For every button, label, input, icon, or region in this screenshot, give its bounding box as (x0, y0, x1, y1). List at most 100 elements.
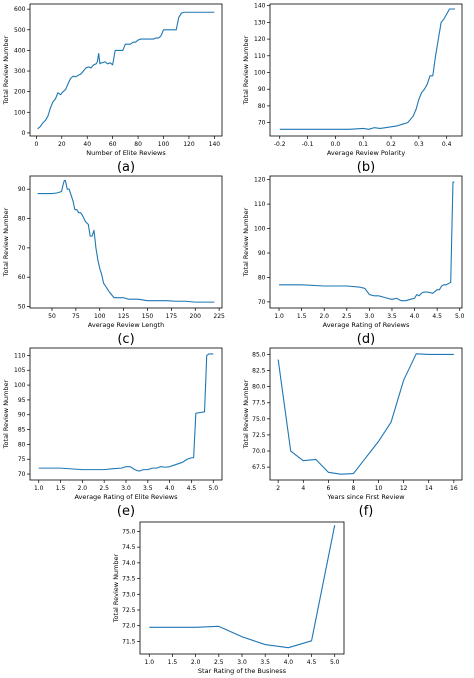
panel-label: (b) (357, 160, 375, 175)
x-tick-label: 20 (58, 141, 66, 148)
y-axis-label: Total Review Number (2, 379, 10, 449)
x-tick-label: 2.5 (342, 313, 352, 320)
x-tick-label: 3.5 (260, 659, 270, 666)
x-tick-label: 6 (326, 485, 330, 492)
x-tick-label: 4.5 (307, 659, 317, 666)
panel-label: (a) (117, 160, 135, 175)
x-tick-label: 0.4 (442, 141, 452, 148)
x-axis-label: Average Review Polarity (327, 149, 405, 157)
y-tick-label: 300 (14, 68, 26, 75)
y-tick-label: 75 (18, 456, 26, 463)
y-tick-label: 77.5 (252, 400, 266, 407)
x-tick-label: 5.0 (330, 659, 340, 666)
y-tick-label: 110 (14, 352, 26, 359)
y-tick-label: 74.0 (122, 560, 136, 567)
y-tick-label: 130 (254, 19, 266, 26)
x-tick-label: 2.0 (319, 313, 329, 320)
chart-panel-0: 0 20 40 60 80 100 120 140 0 100 200 300 400 500 600 Num… (2, 3, 223, 175)
x-tick-label: 2.5 (99, 485, 109, 492)
y-tick-label: 100 (254, 226, 266, 233)
x-tick-label: 5.0 (455, 313, 465, 320)
series-line (149, 525, 336, 649)
y-tick-label: 0 (22, 130, 26, 137)
y-tick-label: 80.0 (252, 384, 266, 391)
x-tick-label: 2.0 (78, 485, 88, 492)
x-tick-label: 225 (213, 313, 225, 320)
x-tick-label: 150 (142, 313, 154, 320)
y-tick-label: 74.5 (122, 544, 136, 551)
x-tick-label: 0.3 (414, 141, 424, 148)
y-tick-label: 120 (254, 177, 266, 184)
x-tick-label: 14 (425, 485, 433, 492)
x-tick-label: 3.0 (237, 659, 247, 666)
series-line (279, 181, 455, 302)
x-axis-label: Average Rating of Elite Reviews (74, 493, 178, 501)
x-tick-label: 1.5 (168, 659, 178, 666)
x-tick-label: 3.5 (387, 313, 397, 320)
x-axis-label: Number of Elite Reviews (86, 149, 166, 157)
y-tick-label: 105 (14, 367, 26, 374)
x-tick-label: 0.2 (386, 141, 396, 148)
y-tick-label: 73.5 (122, 576, 136, 583)
x-tick-label: 0.1 (358, 141, 368, 148)
y-axis-label: Total Review Number (112, 553, 120, 623)
y-tick-label: 50 (18, 304, 26, 311)
x-tick-label: 4 (301, 485, 305, 492)
y-tick-label: 500 (14, 27, 26, 34)
x-tick-label: 100 (94, 313, 106, 320)
axes-frame (269, 3, 463, 137)
x-tick-label: 4.5 (432, 313, 442, 320)
axes-frame (269, 175, 463, 309)
y-tick-label: 72.5 (252, 432, 266, 439)
panel-label: (c) (117, 332, 134, 347)
y-axis-label: Total Review Number (242, 35, 250, 105)
y-tick-label: 200 (14, 89, 26, 96)
y-tick-label: 100 (254, 70, 266, 77)
y-tick-label: 75.0 (122, 528, 136, 535)
y-tick-label: 90 (258, 250, 266, 257)
x-tick-label: 0.0 (331, 141, 341, 148)
x-axis-label: Star Rating of the Business (198, 667, 287, 675)
x-tick-label: 40 (83, 141, 91, 148)
axes-frame (29, 175, 223, 309)
series-line (37, 179, 215, 303)
chart-panel-4: 1.0 1.5 2.0 2.5 3.0 3.5 4.0 4.5 5.0 70 75 80 85 90 95 1… (2, 347, 223, 519)
x-tick-label: 2 (276, 485, 280, 492)
x-axis-label: Years since First Review (326, 493, 405, 501)
y-tick-label: 73.0 (122, 591, 136, 598)
y-tick-label: 72.5 (122, 607, 136, 614)
y-tick-label: 400 (14, 47, 26, 54)
x-tick-label: 60 (109, 141, 117, 148)
y-tick-label: 80 (258, 103, 266, 110)
chart-panel-5: 2 4 6 8 10 12 14 16 67.5 70.0 72.5 75.0 77.5 80.0 82.5… (242, 347, 463, 519)
x-tick-label: 125 (118, 313, 130, 320)
series-line (38, 353, 214, 472)
panel-label: (f) (359, 504, 374, 519)
x-tick-label: 3.0 (121, 485, 131, 492)
y-tick-label: 82.5 (252, 368, 266, 375)
x-tick-label: 2.0 (191, 659, 201, 666)
panel-label: (d) (357, 332, 375, 347)
x-tick-label: 100 (158, 141, 170, 148)
x-tick-label: 4.0 (165, 485, 175, 492)
x-tick-label: 4.5 (187, 485, 197, 492)
y-axis-label: Total Review Number (242, 379, 250, 449)
x-tick-label: 0 (34, 141, 38, 148)
x-tick-label: 3.0 (365, 313, 375, 320)
x-tick-label: 3.5 (143, 485, 153, 492)
y-tick-label: 110 (254, 201, 266, 208)
x-tick-label: 1.0 (144, 659, 154, 666)
x-tick-label: 120 (183, 141, 195, 148)
y-tick-label: 80 (18, 216, 26, 223)
x-axis-label: Average Review Length (88, 321, 164, 329)
y-axis-label: Total Review Number (2, 35, 10, 105)
y-tick-label: 60 (18, 274, 26, 281)
y-tick-label: 600 (14, 6, 26, 13)
chart-panel-6: 1.0 1.5 2.0 2.5 3.0 3.5 4.0 4.5 5.0 71.5 72.0 72.5 7… (112, 521, 345, 675)
x-tick-label: 50 (48, 313, 56, 320)
y-tick-label: 100 (14, 382, 26, 389)
y-tick-label: 110 (254, 53, 266, 60)
y-tick-label: 90 (18, 412, 26, 419)
axes-frame (269, 347, 463, 481)
